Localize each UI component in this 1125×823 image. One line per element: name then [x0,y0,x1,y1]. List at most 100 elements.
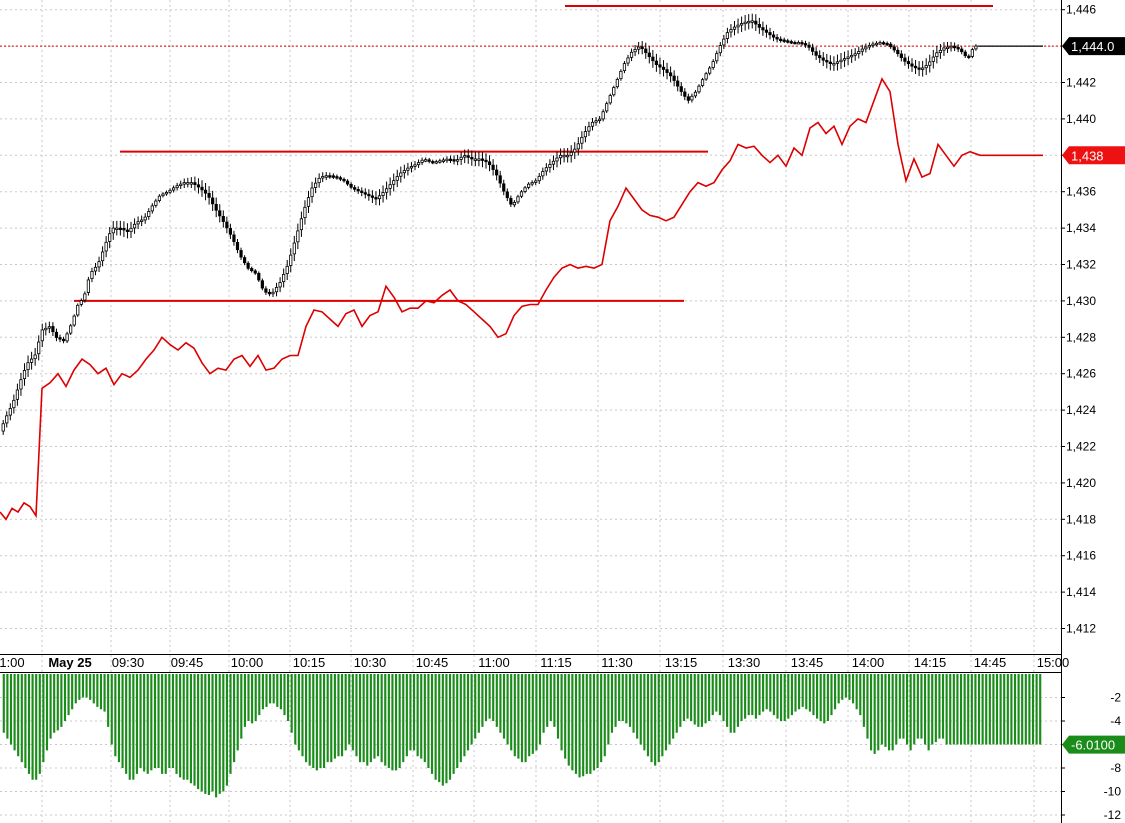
candle-body [853,53,857,56]
candle-body [5,415,9,424]
candle-body [271,291,275,295]
time-tick-label: 15:00 [1037,655,1070,670]
candle-body [740,23,744,26]
candle-body [519,191,524,197]
candle-body [963,51,967,57]
candle-body [427,159,431,162]
candle-body [356,189,360,192]
current-price-tag-label: 1,444.0 [1071,39,1114,54]
candle-body [491,164,495,170]
price-tick-label: 1,418 [1066,512,1096,526]
candle-body [384,188,389,193]
candle-body [594,120,598,123]
price-tick-label: 1,420 [1066,476,1096,490]
candle-body [186,182,190,185]
candle-body [562,154,566,158]
candle-body [51,326,55,333]
candle-body [235,242,240,251]
candle-body [399,172,403,177]
candle-body [132,223,137,229]
candle-body [101,251,105,262]
candle-body [150,205,154,212]
candle-body [569,151,573,156]
candle-body [661,66,666,70]
candle-body [250,268,254,272]
candle-body [587,126,591,132]
candle-body [509,197,513,205]
candle-body [608,95,612,104]
candle-body [409,166,414,169]
candle-body [257,272,261,281]
candle-body [885,42,889,46]
candle-body [942,47,946,51]
overlay-series [0,77,1043,521]
candle-body [718,45,722,54]
candle-body [956,47,960,50]
candle-body [420,159,424,163]
candle-body [757,23,761,28]
candle-body [296,230,300,243]
candle-body [278,282,282,288]
candle-body [732,26,737,30]
candle-body [392,180,396,185]
candle-body [612,87,616,96]
overlay-value-tag: 1,438 [1062,146,1125,165]
price-tick-label: 1,412 [1066,622,1096,636]
candle-body [846,56,850,59]
candle-body [629,51,634,58]
candle-body [548,164,552,168]
candle-body [143,216,147,221]
candle-body [218,210,222,217]
candle-body [79,300,83,305]
candle-body [331,175,335,178]
indicator-tick-label: -2 [1110,691,1121,705]
candle-body [558,154,563,159]
candle-body [69,325,73,334]
time-tick-label: 11:00 [478,655,510,670]
time-tick-label: May 25 [48,655,91,670]
candle-body [590,121,595,127]
candle-body [803,43,808,46]
candle-body [754,20,758,25]
candle-body [164,191,169,195]
candle-body [338,177,343,180]
indicator-tick-label: -8 [1110,761,1121,775]
candle-body [44,327,48,331]
indicator-tick-label: -4 [1110,714,1121,728]
candle-body [537,175,541,182]
time-tick-label: 14:15 [914,655,947,670]
candle-body [658,64,662,68]
candle-body [367,193,371,197]
candle-body [370,195,375,198]
candle-body [200,186,204,191]
candle-body [850,54,854,58]
candle-body [793,41,797,45]
candle-body [867,45,872,48]
time-tick-label: 11:15 [540,655,572,670]
candle-body [711,61,715,68]
candle-body [477,158,481,161]
candle-body [498,175,502,184]
indicator-histogram [2,674,1042,798]
candle-body [800,42,804,45]
candle-body [637,46,641,50]
candle-body [931,56,935,62]
candle-body [438,160,442,163]
candle-body [54,331,59,338]
candle-body [179,183,183,187]
candle-body [40,329,44,342]
candle-body [441,159,446,162]
candle-body [168,189,172,193]
candle-body [534,180,538,183]
candle-body [342,178,346,182]
candle-body [161,193,165,197]
candle-body [566,154,570,158]
candle-body [747,20,751,24]
time-tick-label: 09:45 [171,655,204,670]
time-tick-label: 09:30 [112,655,145,670]
candle-body [221,216,225,222]
candle-body [374,197,378,200]
candle-body [899,53,903,59]
candle-body [29,358,34,363]
